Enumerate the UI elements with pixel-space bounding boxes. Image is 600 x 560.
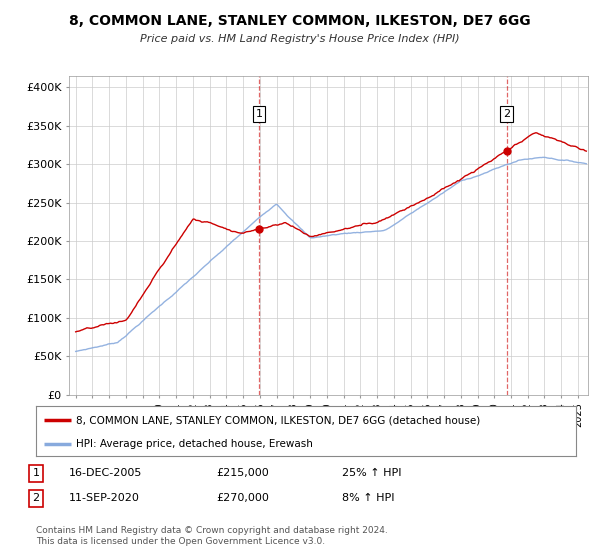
Text: 8, COMMON LANE, STANLEY COMMON, ILKESTON, DE7 6GG (detached house): 8, COMMON LANE, STANLEY COMMON, ILKESTON…: [77, 415, 481, 425]
Text: 11-SEP-2020: 11-SEP-2020: [69, 493, 140, 503]
Text: HPI: Average price, detached house, Erewash: HPI: Average price, detached house, Erew…: [77, 439, 313, 449]
Text: 25% ↑ HPI: 25% ↑ HPI: [342, 468, 401, 478]
Text: 16-DEC-2005: 16-DEC-2005: [69, 468, 142, 478]
Text: 8% ↑ HPI: 8% ↑ HPI: [342, 493, 395, 503]
Text: 1: 1: [32, 468, 40, 478]
Text: 1: 1: [256, 109, 262, 119]
Text: £270,000: £270,000: [216, 493, 269, 503]
Text: £215,000: £215,000: [216, 468, 269, 478]
Text: 8, COMMON LANE, STANLEY COMMON, ILKESTON, DE7 6GG: 8, COMMON LANE, STANLEY COMMON, ILKESTON…: [69, 14, 531, 28]
Text: 2: 2: [32, 493, 40, 503]
Text: Price paid vs. HM Land Registry's House Price Index (HPI): Price paid vs. HM Land Registry's House …: [140, 34, 460, 44]
Text: Contains HM Land Registry data © Crown copyright and database right 2024.
This d: Contains HM Land Registry data © Crown c…: [36, 526, 388, 546]
Text: 2: 2: [503, 109, 510, 119]
